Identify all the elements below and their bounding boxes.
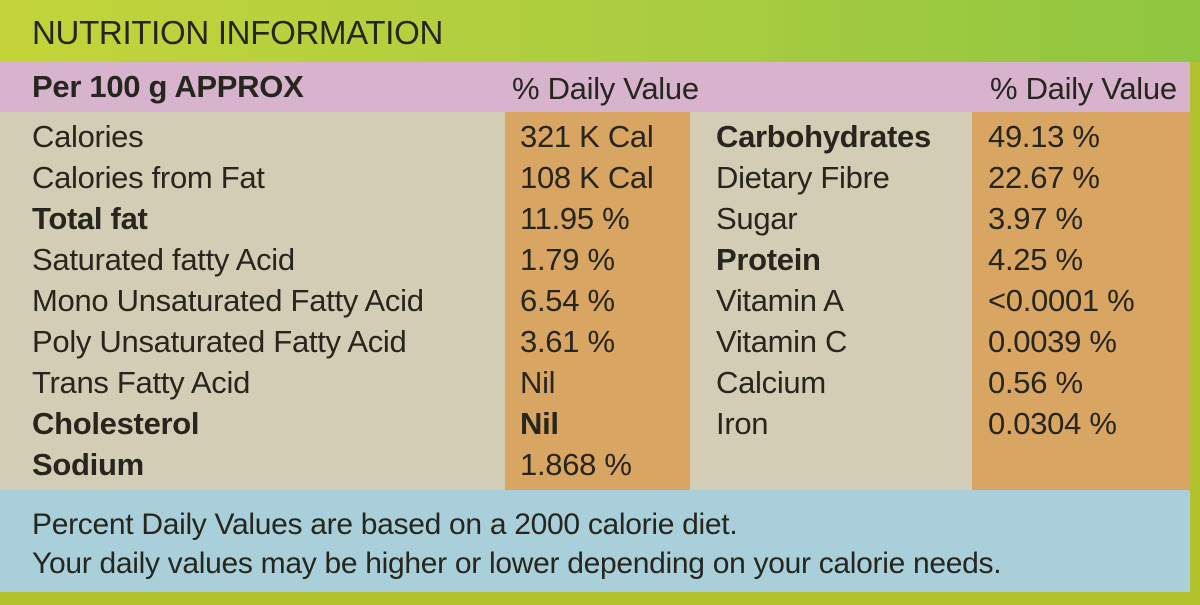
right-label-column	[690, 112, 972, 490]
nutrient-value: Nil	[520, 365, 556, 400]
basis: Per 100 g APPROX	[32, 69, 304, 104]
nutrient-label: Cholesterol	[32, 406, 200, 441]
nutrient-value: 0.0039 %	[988, 324, 1117, 359]
nutrient-label: Poly Unsaturated Fatty Acid	[32, 324, 407, 359]
nutrient-value: 49.13 %	[988, 119, 1100, 154]
footer-line: Your daily values may be higher or lower…	[32, 547, 1002, 580]
nutrient-label: Saturated fatty Acid	[32, 242, 295, 277]
left-value-column	[505, 112, 690, 490]
nutrient-value: 6.54 %	[520, 283, 615, 318]
header-band	[0, 0, 1200, 62]
nutrient-label: Calcium	[716, 365, 826, 400]
nutrient-value: 321 K Cal	[520, 119, 654, 154]
column-heading: % Daily Value	[990, 71, 1177, 106]
subheader-band	[0, 62, 1190, 112]
nutrient-label: Vitamin C	[716, 324, 848, 359]
nutrient-value: Nil	[520, 406, 559, 441]
nutrient-label: Iron	[716, 406, 769, 441]
footer-band	[0, 490, 1190, 592]
right-value-column	[972, 112, 1190, 490]
nutrient-value: 1.868 %	[520, 447, 632, 482]
title: NUTRITION INFORMATION	[32, 14, 444, 51]
nutrient-value: 3.61 %	[520, 324, 615, 359]
nutrient-label: Sodium	[32, 447, 144, 482]
nutrient-label: Carbohydrates	[716, 119, 931, 154]
column-heading: % Daily Value	[512, 71, 699, 106]
nutrient-label: Mono Unsaturated Fatty Acid	[32, 283, 424, 318]
nutrient-label: Sugar	[716, 201, 798, 236]
nutrient-label: Vitamin A	[716, 283, 844, 318]
nutrient-label: Dietary Fibre	[716, 160, 890, 195]
nutrient-label: Calories	[32, 119, 144, 154]
nutrient-value: 4.25 %	[988, 242, 1083, 277]
nutrient-value: 0.0304 %	[988, 406, 1117, 441]
nutrient-value: <0.0001 %	[988, 283, 1135, 318]
footer-line: Percent Daily Values are based on a 2000…	[32, 508, 738, 541]
nutrient-label: Trans Fatty Acid	[32, 365, 251, 400]
nutrient-value: 3.97 %	[988, 201, 1083, 236]
nutrient-label: Calories from Fat	[32, 160, 265, 195]
nutrient-value: 1.79 %	[520, 242, 615, 277]
nutrient-value: 108 K Cal	[520, 160, 654, 195]
nutrient-label: Protein	[716, 242, 821, 277]
left-label-column	[0, 112, 505, 490]
nutrient-value: 11.95 %	[520, 201, 630, 236]
nutrient-value: 0.56 %	[988, 365, 1083, 400]
nutrient-label: Total fat	[32, 201, 148, 236]
nutrient-value: 22.67 %	[988, 160, 1100, 195]
